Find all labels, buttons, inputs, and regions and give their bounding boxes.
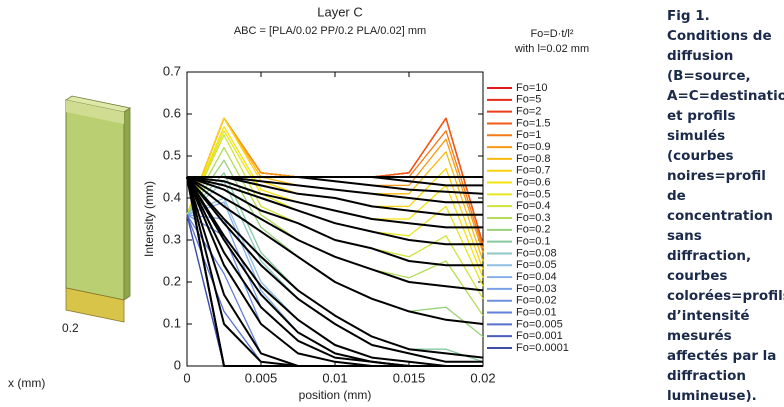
y-tick-label: 0.7 <box>163 63 181 78</box>
y-tick-label: 0.2 <box>163 273 181 288</box>
legend-label: Fo=0.05 <box>516 259 557 271</box>
layer-illustration <box>64 95 132 323</box>
concentration-line <box>186 176 483 367</box>
concentration-line <box>187 176 484 195</box>
concentration-line <box>186 176 483 229</box>
x-tick-label: 0.005 <box>245 370 278 385</box>
legend-label: Fo=0.7 <box>516 165 551 177</box>
concentration-line <box>186 176 483 367</box>
y-axis-label: Intensity (mm) <box>142 181 156 257</box>
concentration-line <box>186 176 484 292</box>
legend-label: Fo=0.8 <box>516 153 551 165</box>
concentration-line <box>186 176 483 367</box>
x-tick-label: 0 <box>183 370 190 385</box>
concentration-line <box>186 176 483 363</box>
figure-caption: Fig 1. Conditions de diffusion (B=source… <box>667 8 784 404</box>
y-tick-label: 0.1 <box>163 315 181 330</box>
y-tick-label: 0.5 <box>163 147 181 162</box>
legend-label: Fo=0.0001 <box>516 342 569 354</box>
concentration-line <box>186 176 483 367</box>
chart-subtitle: ABC = [PLA/0.02 PP/0.2 PLA/0.02] mm <box>234 25 426 37</box>
x-tick-label: 0.02 <box>470 370 495 385</box>
legend-label: Fo=0.3 <box>516 212 551 224</box>
x-tick-label: 0.01 <box>322 370 347 385</box>
y-tick-label: 0 <box>174 357 181 372</box>
intensity-line <box>186 159 484 338</box>
x-axis-label: position (mm) <box>299 388 372 402</box>
legend-label: Fo=0.08 <box>516 247 557 259</box>
legend-label: Fo=1 <box>516 129 541 141</box>
y-tick-label: 0.6 <box>163 105 181 120</box>
y-tick-label: 0.3 <box>163 231 181 246</box>
legend-label: Fo=0.4 <box>516 200 551 212</box>
legend-label: Fo=0.1 <box>516 236 551 248</box>
formula-note: Fo=D·t/l² <box>530 28 573 40</box>
legend-label: Fo=0.6 <box>516 176 551 188</box>
chart: 0.2 x (mm) Layer C ABC = [PLA/0.02 PP/0.… <box>8 4 589 402</box>
legend-label: Fo=0.02 <box>516 295 557 307</box>
x-tick-label: 0.015 <box>393 370 426 385</box>
concentration-line <box>186 176 483 367</box>
inset-axis-label: x (mm) <box>8 376 45 390</box>
concentration-line <box>186 176 483 367</box>
legend-label: Fo=10 <box>516 82 548 94</box>
legend-label: Fo=5 <box>516 94 541 106</box>
legend-label: Fo=0.04 <box>516 271 557 283</box>
slab-front <box>65 99 125 301</box>
concentration-line <box>186 176 484 359</box>
concentration-line <box>186 176 483 367</box>
legend-label: Fo=0.01 <box>516 306 557 318</box>
slab-layer <box>65 287 125 323</box>
legend-label: Fo=0.001 <box>516 330 563 342</box>
legend-label: Fo=0.5 <box>516 188 551 200</box>
concentration-line <box>186 176 483 246</box>
legend-label: Fo=0.005 <box>516 318 563 330</box>
legend-label: Fo=0.2 <box>516 224 551 236</box>
concentration-line <box>186 176 483 267</box>
slab-band <box>66 100 124 124</box>
concentration-line <box>187 176 483 204</box>
inset-label: 0.2 <box>62 321 79 335</box>
legend-label: Fo=1.5 <box>516 117 551 129</box>
concentration-line <box>187 176 483 216</box>
intensity-line <box>186 180 483 363</box>
concentration-line <box>186 176 484 325</box>
slab-side <box>123 107 131 301</box>
legend-label: Fo=2 <box>516 106 541 118</box>
y-tick-label: 0.4 <box>163 189 181 204</box>
concentration-line <box>186 176 483 367</box>
legend-label: Fo=0.03 <box>516 283 557 295</box>
legend-label: Fo=0.9 <box>516 141 551 153</box>
formula-note: with l=0.02 mm <box>514 43 589 55</box>
chart-title: Layer C <box>317 4 363 19</box>
